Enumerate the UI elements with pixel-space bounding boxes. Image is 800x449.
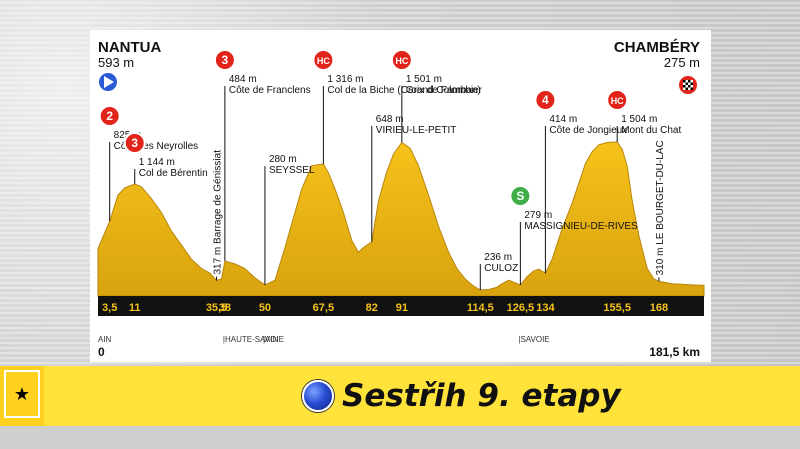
climb-category-badge: [509, 185, 532, 207]
stage-profile-panel: 3,5 11 35,5 38 50 67,5 82 91 114,5 126,5 134 155,5 1…: [90, 30, 711, 362]
finish-city-name: CHAMBÉRY: [614, 39, 700, 56]
finish-altitude: 275 m: [664, 55, 700, 70]
climb-category-badge-label: HC: [611, 96, 624, 106]
km-tick-label: 126,5: [507, 302, 535, 314]
ball-icon: [302, 380, 334, 412]
banner: ★ Sestřih 9. etapy: [0, 366, 800, 426]
climb-category-badge-label: HC: [395, 56, 408, 66]
climb-category-badge: [606, 89, 629, 111]
climb-category-badge-label: 4: [542, 93, 549, 107]
place-label-vertical: 317 m Barrage de Génissiat: [213, 150, 224, 275]
place-altitude: 1 316 m: [327, 74, 363, 85]
place-marker: 317 m Barrage de Génissiat: [213, 150, 224, 281]
place-altitude: 279 m: [524, 210, 552, 221]
place-altitude: 236 m: [484, 252, 512, 263]
place-name: Col de Bérentin: [139, 168, 208, 179]
km-tick-label: 91: [396, 302, 408, 314]
star-badge: ★: [4, 370, 40, 418]
place-name: MASSIGNIEU-DE-RIVES: [524, 221, 638, 232]
elevation-area: [97, 141, 705, 297]
region-label: |AIN: [263, 335, 279, 344]
place-marker: 310 m LE BOURGET-DU-LAC: [655, 140, 666, 282]
place-altitude: 1 504 m: [621, 114, 657, 125]
banner-title-group[interactable]: Sestřih 9. etapy: [302, 374, 621, 418]
climb-category-badge: [312, 49, 335, 71]
km-tick-label: 38: [219, 302, 231, 314]
climb-category-badge: [98, 105, 121, 127]
star-icon: ★: [13, 383, 31, 404]
place-name: Côte de Jongieux: [549, 125, 627, 136]
km-tick-label: 82: [366, 302, 378, 314]
climb-category-badge: [213, 49, 236, 71]
climb-category-badge-label: 2: [106, 109, 113, 123]
place-name: CULOZ: [484, 263, 518, 274]
distance-bar: [98, 296, 704, 316]
climb-category-badge-label: 3: [131, 136, 138, 150]
climb-category-badge-label: S: [516, 189, 524, 203]
region-label: |HAUTE-SAVOIE: [223, 335, 284, 344]
region-label: AIN: [98, 335, 112, 344]
place-name: Grand Colombier: [406, 85, 483, 96]
climb-category-badge: [534, 89, 557, 111]
banner-title: Sestřih 9. etapy: [342, 378, 621, 414]
bottom-strip: [0, 426, 800, 449]
place-name: Mont du Chat: [621, 125, 681, 136]
km-tick-label: 155,5: [603, 302, 631, 314]
place-name: Col de la Biche (Croix de Famban): [327, 85, 480, 96]
place-name: SEYSSEL: [269, 165, 315, 176]
km-tick-label: 114,5: [467, 302, 494, 314]
place-altitude: 414 m: [549, 114, 577, 125]
place-name: VIRIEU-LE-PETIT: [376, 125, 457, 136]
km-tick-label: 134: [536, 302, 555, 314]
place-altitude: 648 m: [376, 114, 404, 125]
place-altitude: 1 501 m: [406, 74, 442, 85]
total-distance-label: 181,5 km: [649, 345, 700, 359]
km-tick-label: 35,5: [206, 302, 227, 314]
banner-inner: Sestřih 9. etapy: [44, 366, 800, 426]
place-name: Côte des Neyrolles: [114, 141, 198, 152]
climb-category-badge: [390, 49, 413, 71]
place-altitude: 484 m: [229, 74, 257, 85]
start-city-name: NANTUA: [98, 39, 161, 56]
km-tick-label: 50: [259, 302, 271, 314]
checkered-flag-icon: [683, 80, 693, 90]
km-tick-label: 11: [129, 302, 141, 314]
place-altitude: 1 144 m: [139, 157, 175, 168]
climb-category-badge: [123, 132, 146, 154]
stage-profile-chart: 3,5 11 35,538 50 67,5 82 91 114,5 126,5 134 155,5 1…: [97, 39, 705, 359]
place-altitude: 280 m: [269, 154, 297, 165]
start-altitude: 593 m: [98, 55, 134, 70]
distance-start-label: 0: [98, 345, 105, 359]
climb-category-badge-label: 3: [222, 53, 229, 67]
play-icon: [104, 76, 114, 88]
km-tick-label: 168: [650, 302, 668, 314]
km-tick-label: 67,5: [313, 302, 334, 314]
km-tick-label: 3,5: [102, 302, 117, 314]
place-label-vertical: 310 m LE BOURGET-DU-LAC: [655, 140, 666, 275]
region-label: |SAVOIE: [518, 335, 549, 344]
place-name: Côte de Franclens: [229, 85, 311, 96]
climb-category-badge-label: HC: [317, 56, 330, 66]
